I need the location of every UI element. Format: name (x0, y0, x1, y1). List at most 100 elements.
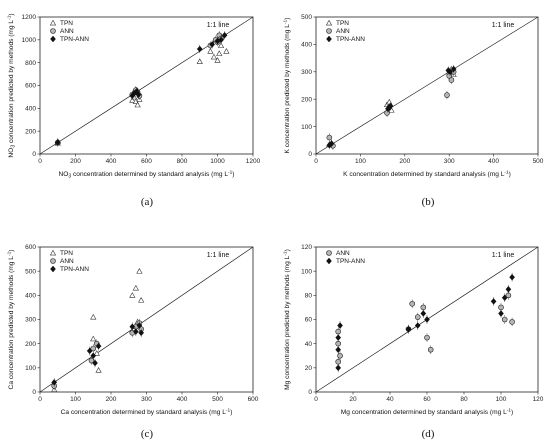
x-tick-label: 100 (70, 396, 81, 403)
chart-panel-a: 0 200 400 600 800 1000 1200 0 200 400 600 800 1000 12… (7, 13, 261, 208)
data-point-tpn (90, 335, 97, 342)
y-tick-label: 1000 (22, 37, 37, 44)
x-axis-label: Ca concentration determined by standard … (61, 408, 233, 417)
legend-marker (50, 28, 56, 34)
data-point-tpn (136, 267, 143, 274)
data-point-tpn (129, 97, 136, 103)
data-point-ann (326, 134, 333, 141)
y-tick-label: 100 (301, 268, 312, 275)
data-point-tpn (93, 350, 100, 356)
one-to-one-annotation: 1:1 line (207, 252, 230, 259)
legend-marker (326, 35, 332, 43)
data-point-tpn-ann (136, 322, 143, 329)
data-point-tpn-ann (420, 310, 427, 317)
x-tick-label: 400 (106, 158, 117, 165)
y-tick-label: 400 (25, 106, 36, 113)
y-tick-label: 300 (25, 317, 36, 324)
legend-marker (49, 249, 57, 256)
data-point-tpn-ann (424, 316, 430, 323)
y-tick-label: 0 (308, 151, 312, 158)
y-tick-label: 600 (25, 83, 36, 90)
legend-entry: TPN (60, 250, 73, 257)
legend-marker (49, 19, 57, 26)
plot-frame (315, 16, 539, 155)
legend-marker (326, 257, 332, 265)
y-tick-label: 20 (305, 365, 313, 372)
one-to-one-annotation: 1:1 line (492, 252, 515, 259)
legend-entry: ANN (336, 28, 350, 35)
data-point-ann (444, 92, 450, 98)
x-tick-label: 800 (177, 158, 188, 165)
x-tick-label: 20 (349, 396, 357, 403)
legend-entry: ANN (60, 258, 74, 265)
x-tick-label: 500 (533, 158, 544, 165)
data-point-tpn (217, 42, 225, 48)
data-point-ann (88, 357, 95, 364)
data-point-tpn (214, 57, 221, 63)
data-point-tpn-ann (335, 346, 342, 354)
x-tick-label: 500 (212, 396, 223, 403)
data-point-tpn-ann (509, 273, 515, 281)
x-tick-label: 0 (38, 158, 42, 165)
y-tick-label: 400 (301, 42, 312, 49)
x-tick-label: 100 (496, 396, 507, 403)
one-to-one-annotation: 1:1 line (207, 22, 230, 29)
y-tick-label: 200 (25, 128, 36, 135)
chart-panel-c: 0 100 200 300 400 500 600 0 100 200 300 400 500 600 Ca… (7, 244, 259, 440)
legend-marker (50, 35, 56, 43)
x-tick-label: 1200 (246, 158, 261, 165)
y-tick-label: 600 (25, 244, 36, 251)
y-tick-label: 500 (301, 14, 312, 21)
y-tick-label: 400 (25, 293, 36, 300)
data-point-tpn-ann (501, 294, 508, 302)
data-point-tpn (223, 48, 230, 54)
y-tick-label: 100 (301, 124, 312, 131)
legend-entry: TPN-ANN (336, 258, 365, 265)
data-point-tpn (134, 101, 141, 108)
one-to-one-line (39, 246, 254, 393)
data-point-ann (90, 345, 97, 352)
data-point-tpn-ann (387, 102, 394, 110)
y-tick-label: 200 (301, 96, 312, 103)
legend-entry: TPN-ANN (60, 266, 89, 273)
x-tick-label: 400 (488, 158, 499, 165)
y-tick-label: 500 (25, 268, 36, 275)
y-tick-label: 800 (25, 60, 36, 67)
panel-label: (d) (422, 428, 435, 440)
data-point-tpn (196, 58, 203, 64)
data-point-tpn-ann (51, 379, 58, 386)
y-tick-label: 120 (301, 244, 312, 251)
y-tick-label: 0 (308, 389, 312, 396)
chart-panel-b: 0 100 200 300 400 500 0 100 200 300 400 500 K concen… (283, 14, 544, 208)
x-tick-label: 0 (314, 396, 318, 403)
legend-marker (325, 19, 333, 26)
x-axis-label: NO3 concentration determined by standard… (58, 170, 234, 180)
data-point-tpn-ann (138, 329, 145, 337)
data-point-tpn-ann (505, 285, 512, 293)
legend-entry: ANN (60, 28, 74, 35)
x-tick-label: 200 (106, 396, 117, 403)
panel-label: (b) (422, 196, 435, 208)
one-to-one-annotation: 1:1 line (492, 22, 515, 29)
data-point-ann (427, 346, 434, 353)
data-point-tpn-ann (405, 325, 412, 333)
data-point-ann (409, 300, 416, 307)
y-tick-label: 100 (25, 365, 36, 372)
data-point-tpn-ann (92, 359, 98, 367)
chart-panel-d: 0 20 40 60 80 100 120 0 20 40 60 80 100 120 Mg concent… (283, 244, 544, 440)
x-tick-label: 40 (386, 396, 394, 403)
legend-marker (326, 250, 332, 256)
legend-entry: TPN-ANN (336, 36, 365, 43)
legend-marker (50, 258, 56, 264)
data-point-tpn-ann (86, 347, 93, 355)
data-point-ann (501, 316, 508, 323)
data-point-tpn (132, 284, 139, 291)
y-tick-label: 60 (305, 317, 313, 324)
y-tick-label: 40 (305, 341, 313, 348)
x-tick-label: 600 (141, 158, 152, 165)
x-tick-label: 300 (444, 158, 455, 165)
data-point-tpn-ann (129, 323, 136, 331)
data-point-tpn-ann (335, 364, 342, 372)
